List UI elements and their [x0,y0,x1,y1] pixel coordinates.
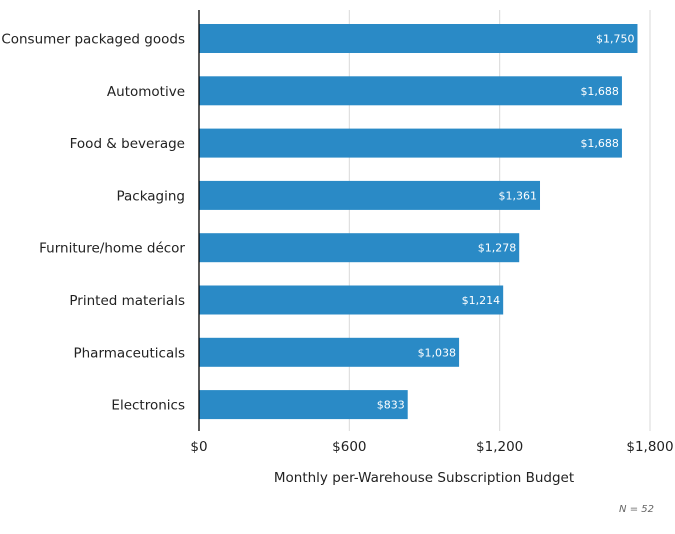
x-tick-labels: $0 $600 $1,200 $1,800 [190,439,673,455]
category-labels: Consumer packaged goods Automotive Food & … [1,32,185,414]
bar [199,128,622,158]
value-label: $1,688 [580,85,619,98]
category-label: Food & beverage [70,136,185,152]
value-label: $1,361 [499,189,538,202]
bar [199,285,504,315]
x-tick-label: $1,800 [626,439,673,455]
bar [199,337,460,367]
category-label: Automotive [107,84,185,100]
bar [199,76,622,106]
value-label: $833 [377,399,405,412]
x-tick-label: $600 [332,439,366,455]
value-labels: $1,750 $1,688 $1,688 $1,361 $1,278 $1,214 $1,0… [377,33,635,412]
category-label: Electronics [111,398,185,414]
bar [199,180,541,210]
value-label: $1,750 [596,33,635,46]
gridlines [348,10,651,431]
value-label: $1,688 [580,137,619,150]
x-tick-label: $0 [190,439,207,455]
category-label: Pharmaceuticals [73,345,185,361]
category-label: Consumer packaged goods [1,32,185,48]
x-axis-title: Monthly per-Warehouse Subscription Budge… [274,470,574,486]
value-label: $1,278 [478,242,517,255]
bar [199,233,520,263]
category-label: Furniture/home décor [39,241,185,257]
sample-size-note: N = 52 [619,504,654,515]
bar [199,390,408,420]
x-tick-label: $1,200 [476,439,523,455]
bars [199,24,638,420]
category-label: Packaging [116,188,185,204]
category-label: Printed materials [69,293,185,309]
value-label: $1,214 [462,294,501,307]
value-label: $1,038 [418,346,457,359]
bar [199,24,638,53]
